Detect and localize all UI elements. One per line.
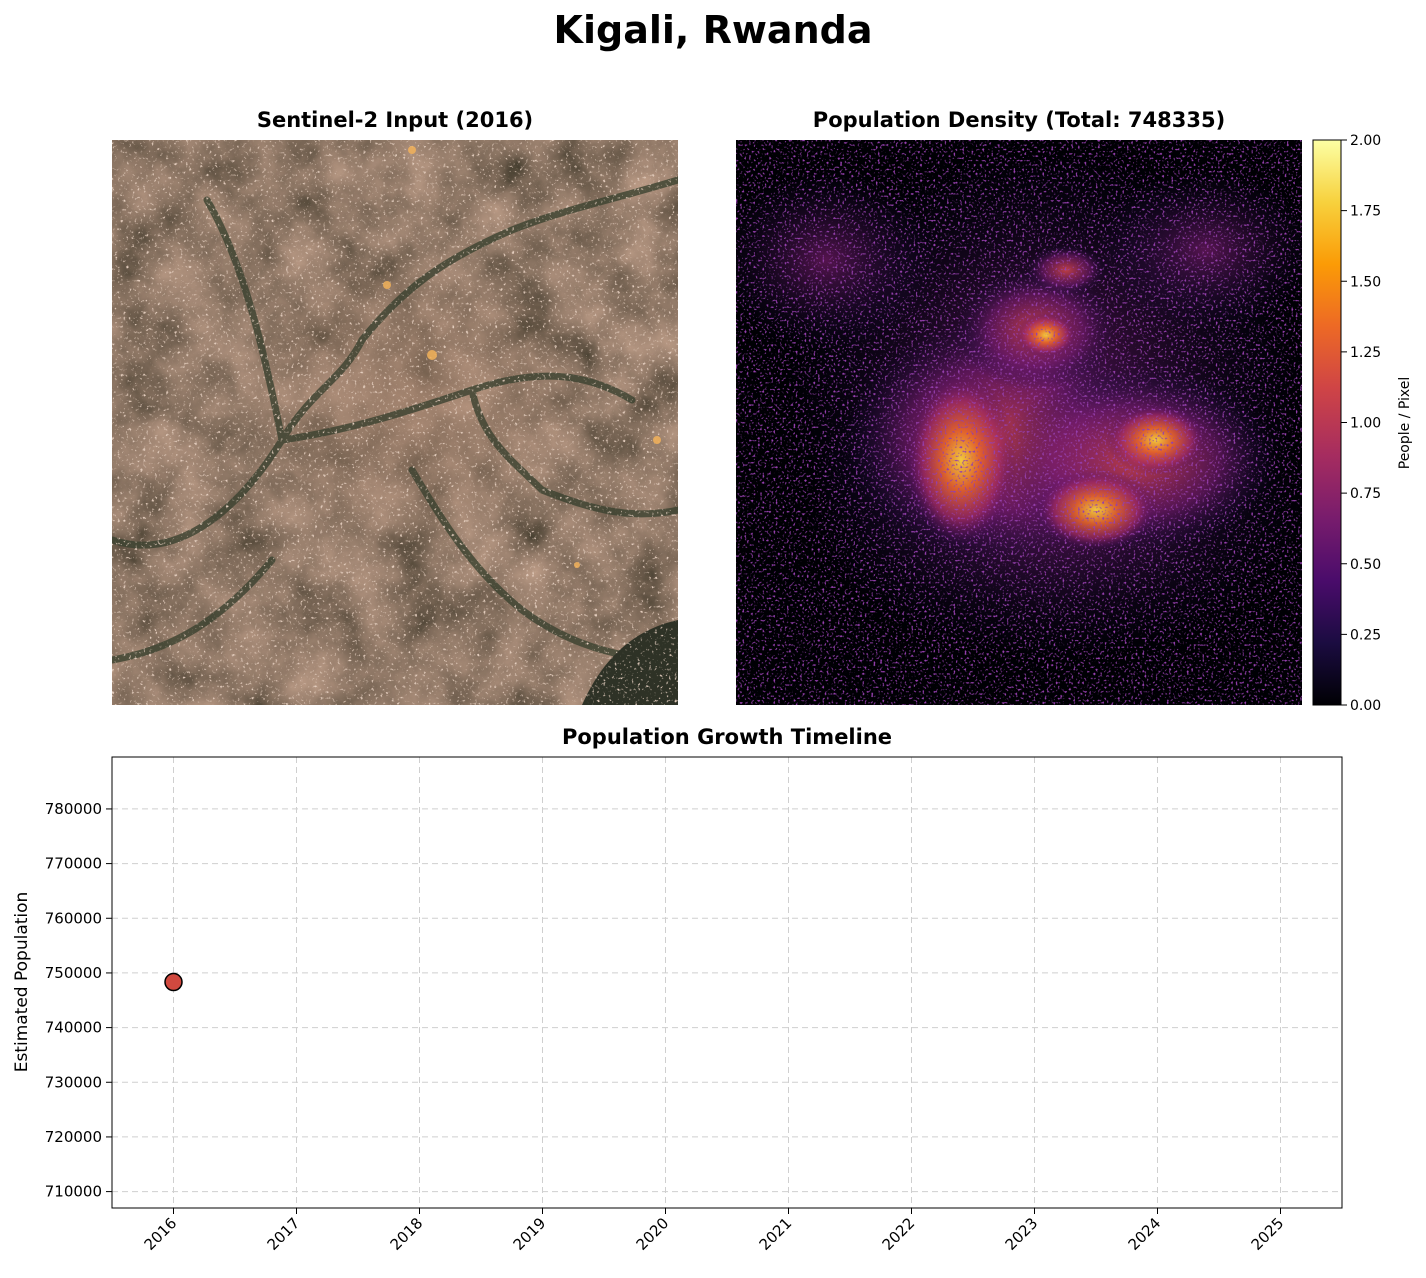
colorbar-tick-label: 1.50 [1350, 274, 1381, 290]
y-tick-label: 710000 [45, 1183, 102, 1201]
x-tick-label: 2021 [756, 1214, 796, 1254]
colorbar: 0.00 0.25 0.50 0.75 1.00 1.25 1.50 1.75 2.00 Peo… [1302, 130, 1426, 720]
x-tick-label: 2018 [387, 1214, 427, 1254]
colorbar-tick-label: 1.75 [1350, 204, 1381, 220]
colorbar-tick-label: 0.25 [1350, 627, 1381, 643]
data-point [164, 972, 183, 992]
satellite-image [108, 140, 682, 705]
x-tick-label: 2022 [879, 1214, 919, 1254]
chart-title: Population Growth Timeline [561, 725, 893, 749]
density-map [716, 140, 1316, 705]
colorbar-tick-label: 0.75 [1350, 486, 1381, 502]
density-panel-title: Population Density (Total: 748335) [812, 108, 1226, 132]
plot-frame [111, 756, 1343, 1209]
x-tick-label: 2016 [141, 1214, 181, 1254]
x-tick-label: 2017 [264, 1214, 304, 1254]
x-tick-label: 2023 [1002, 1214, 1042, 1254]
y-tick-label: 750000 [45, 964, 102, 982]
figure-title: Kigali, Rwanda [553, 8, 873, 52]
y-axis-label: Estimated Population [12, 892, 32, 1073]
density-grain [736, 140, 1302, 705]
x-tick-label: 2020 [633, 1214, 673, 1254]
bright-roofs [383, 146, 661, 568]
satellite-texture [112, 140, 678, 705]
colorbar-tick-label: 2.00 [1350, 133, 1381, 149]
colorbar-tick-label: 0.50 [1350, 557, 1381, 573]
satellite-panel-title: Sentinel-2 Input (2016) [256, 108, 534, 132]
y-tick-label: 780000 [45, 800, 102, 818]
colorbar-gradient [1312, 139, 1342, 706]
colorbar-tick-label: 0.00 [1350, 698, 1381, 714]
colorbar-label: People / Pixel [1397, 377, 1413, 470]
colorbar-tick-label: 1.00 [1350, 416, 1381, 432]
y-tick-label: 730000 [45, 1073, 102, 1091]
y-tick-label: 740000 [45, 1019, 102, 1037]
x-tick-label: 2025 [1248, 1214, 1288, 1254]
y-tick-label: 720000 [45, 1128, 102, 1146]
y-tick-label: 770000 [45, 855, 102, 873]
x-tick-label: 2024 [1125, 1214, 1165, 1254]
colorbar-tick-label: 1.25 [1350, 345, 1381, 361]
timeline-chart: 710000 720000 730000 740000 750000 760000 7700… [0, 745, 1426, 1274]
y-tick-label: 760000 [45, 909, 102, 927]
x-tick-label: 2019 [510, 1214, 550, 1254]
